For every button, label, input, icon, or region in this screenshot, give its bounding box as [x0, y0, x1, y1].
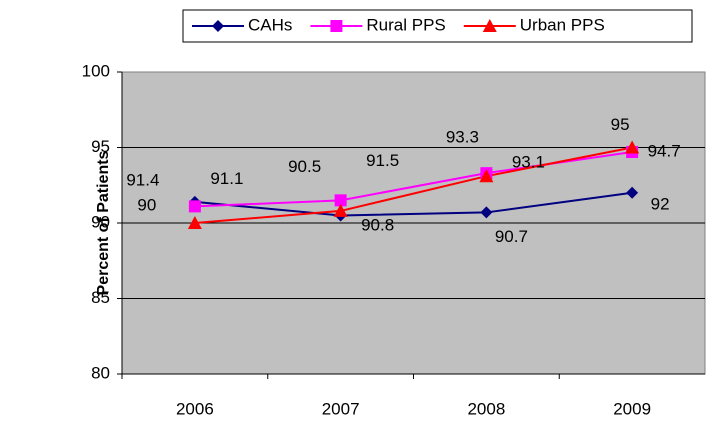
marker [188, 200, 201, 213]
marker [334, 194, 347, 207]
data-label: 93.3 [446, 128, 479, 147]
data-label: 94.7 [648, 142, 681, 161]
y-tick-label: 95 [91, 137, 110, 156]
marker [480, 206, 493, 219]
y-tick-label: 90 [91, 212, 110, 231]
legend [182, 9, 693, 43]
marker [212, 20, 224, 32]
data-label: 92 [651, 194, 670, 213]
marker [626, 186, 639, 199]
series-line [194, 146, 633, 224]
y-tick-label: 80 [91, 363, 110, 382]
marker [479, 169, 494, 183]
data-label: 90 [137, 195, 156, 214]
marker [330, 20, 343, 32]
marker [333, 203, 348, 217]
x-tick-label: 2008 [467, 399, 505, 418]
data-label: 95 [611, 115, 630, 134]
x-tick-label: 2009 [613, 399, 651, 418]
marker [187, 216, 202, 229]
data-label: 93.1 [512, 153, 545, 172]
legend-label: Urban PPS [520, 15, 605, 34]
data-label: 91.4 [126, 170, 159, 189]
x-tick-label: 2006 [176, 399, 214, 418]
data-label: 90.7 [495, 227, 528, 246]
marker [625, 140, 640, 154]
data-label: 90.8 [361, 215, 394, 234]
legend-label: Rural PPS [366, 15, 445, 34]
y-axis-title: Percent of Patients [95, 150, 112, 295]
data-label: 90.5 [288, 157, 321, 176]
data-label: 91.1 [210, 169, 243, 188]
series-line [194, 191, 633, 217]
x-tick-label: 2007 [322, 399, 360, 418]
legend-label: CAHs [248, 15, 292, 34]
y-tick-label: 85 [91, 288, 110, 307]
marker [482, 19, 497, 32]
y-tick-label: 100 [82, 61, 110, 80]
data-label: 91.5 [366, 151, 399, 170]
